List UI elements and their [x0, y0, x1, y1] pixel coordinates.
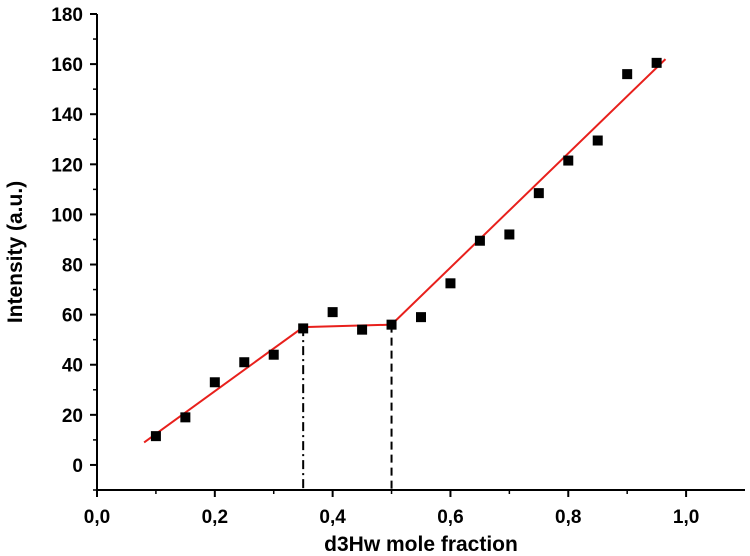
axes-frame — [96, 14, 745, 491]
data-point — [445, 278, 456, 289]
data-point — [416, 312, 426, 323]
data-point — [298, 323, 309, 334]
y-tick-label: 120 — [51, 155, 83, 176]
y-tick-label: 160 — [51, 55, 83, 76]
y-tick-label: 40 — [62, 356, 83, 377]
data-point — [150, 431, 161, 442]
y-tick-label: 180 — [51, 5, 83, 26]
x-tick-label: 0,2 — [202, 507, 228, 528]
x-axis-title: d3Hw mole fraction — [324, 533, 518, 556]
x-tick-label: 0,6 — [437, 507, 463, 528]
x-tick-label: 0,4 — [319, 507, 346, 528]
data-point — [386, 319, 397, 330]
y-ticks: 0 20 40 60 80 100 120 140 160 180 — [51, 5, 97, 491]
data-point — [592, 135, 603, 146]
data-point — [533, 188, 544, 199]
data-point — [180, 412, 191, 423]
y-tick-label: 80 — [62, 256, 83, 277]
x-tick-label: 1,0 — [673, 507, 699, 528]
data-point — [239, 357, 250, 368]
data-point — [474, 235, 485, 246]
data-points — [150, 57, 662, 442]
data-point — [563, 155, 574, 166]
x-tick-label: 0,0 — [84, 507, 110, 528]
fit-line-group — [143, 58, 667, 444]
marker-vlines — [302, 324, 393, 490]
y-tick-label: 140 — [51, 105, 83, 126]
data-point — [268, 349, 279, 360]
data-point — [622, 69, 633, 80]
data-point — [327, 307, 338, 318]
y-axis-title: Intensity (a.u.) — [4, 181, 27, 323]
data-point — [504, 229, 515, 240]
y-tick-label: 0 — [72, 456, 83, 477]
data-point — [651, 57, 662, 68]
y-tick-label: 100 — [51, 205, 83, 226]
data-point — [357, 324, 368, 335]
y-tick-label: 20 — [62, 406, 83, 427]
fit-line — [143, 58, 667, 444]
y-tick-label: 60 — [62, 306, 83, 327]
x-tick-label: 0,8 — [555, 507, 581, 528]
data-point — [209, 377, 220, 388]
x-ticks: 0,0 0,2 0,4 0,6 0,8 1,0 — [84, 490, 699, 528]
